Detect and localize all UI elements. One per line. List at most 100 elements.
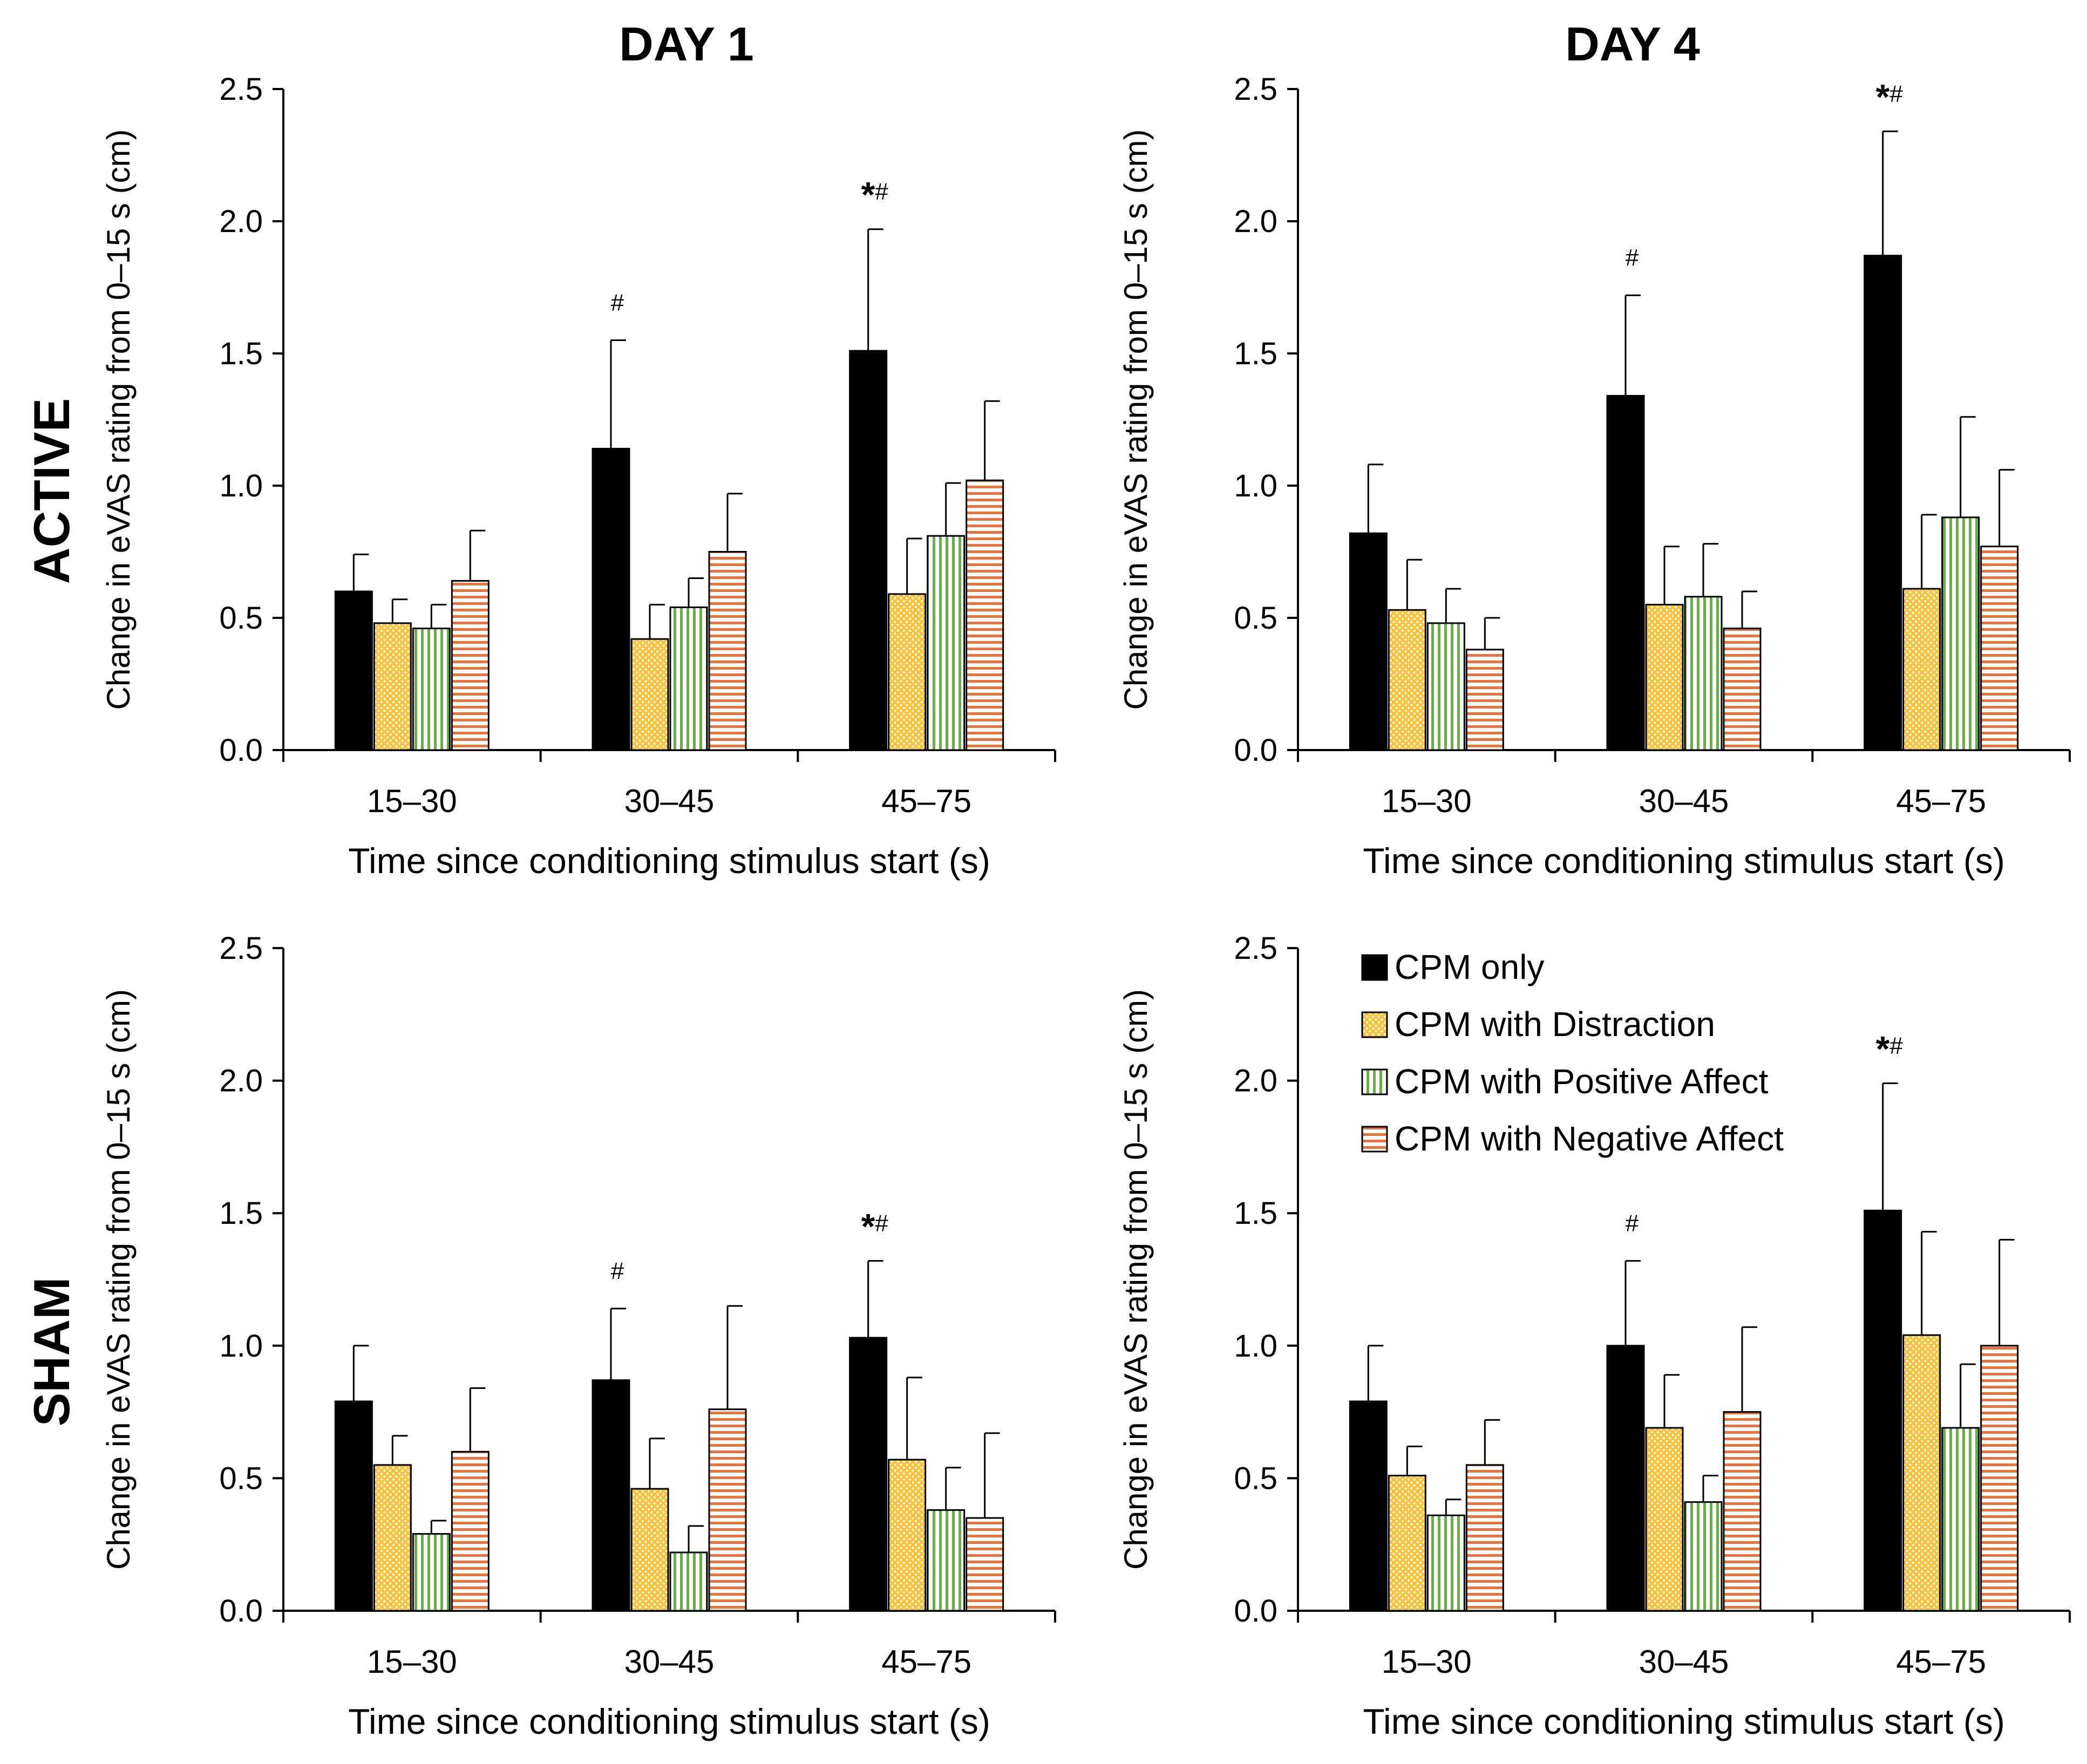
bar-positive-affect: [927, 1509, 966, 1612]
y-tick-label: 1.0: [219, 1329, 263, 1364]
bar-cpm-only: [849, 350, 888, 751]
row-title-active: ACTIVE: [23, 398, 80, 584]
x-tick-label: 45–75: [1896, 1644, 1986, 1680]
bar-cpm-only: [592, 1379, 630, 1612]
chart-sham-day4: 0.0 0.5 1.0 1.5 2.0 2.5 15–30 30–45 45–75 Time si…: [1118, 931, 2071, 1741]
significance-marker: #: [611, 1258, 624, 1284]
x-tick-label: 30–45: [1639, 783, 1729, 819]
x-tick-label: 30–45: [1639, 1644, 1729, 1680]
bar-positive-affect: [927, 535, 966, 751]
chart-sham-day1: 0.0 0.5 1.0 1.5 2.0 2.5 15–30 30–45 45–75 Time si…: [100, 931, 1056, 1741]
significance-marker: *#: [861, 175, 889, 215]
legend-label-distraction: CPM with Distraction: [1395, 1005, 1715, 1044]
bar-cpm-only: [334, 1400, 373, 1612]
bar-positive-affect: [1684, 596, 1723, 751]
bar-distraction: [1388, 609, 1426, 751]
bar-positive-affect: [669, 606, 708, 751]
y-tick-label: 1.5: [219, 336, 263, 371]
bar-cpm-only: [1349, 1400, 1388, 1612]
bar-distraction: [1388, 1474, 1426, 1612]
y-tick-label: 2.0: [1234, 204, 1277, 239]
legend-swatch-cpm-only: [1361, 954, 1388, 981]
column-title-day1: DAY 1: [619, 17, 754, 71]
bar-distraction: [373, 622, 412, 751]
x-tick-label: 30–45: [624, 783, 715, 819]
x-tick-label: 15–30: [367, 783, 457, 819]
y-tick-label: 0.0: [219, 733, 263, 768]
y-tick-label: 1.0: [219, 468, 263, 503]
bar-negative-affect: [1723, 628, 1762, 751]
significance-marker: #: [1626, 1210, 1639, 1237]
x-tick-label: 15–30: [1382, 783, 1472, 819]
row-title-sham: SHAM: [23, 1277, 80, 1427]
legend-label-negative-affect: CPM with Negative Affect: [1395, 1119, 1784, 1158]
y-tick-label: 0.5: [1234, 601, 1277, 636]
y-tick-label: 0.5: [1234, 1461, 1277, 1496]
bar-cpm-only: [1606, 1345, 1645, 1612]
significance-marker: *#: [1876, 1029, 1904, 1069]
y-axis-title: Change in eVAS rating from 0–15 s (cm): [100, 989, 137, 1570]
y-tick-label: 0.0: [1234, 733, 1277, 768]
bar-negative-affect: [708, 551, 747, 751]
bar-positive-affect: [1426, 622, 1465, 751]
y-tick-label: 2.5: [1234, 72, 1277, 107]
bar-distraction: [373, 1464, 412, 1612]
bar-distraction: [888, 1459, 927, 1612]
bar-negative-affect: [1465, 649, 1504, 751]
legend-label-positive-affect: CPM with Positive Affect: [1395, 1062, 1769, 1101]
y-axis-title: Change in eVAS rating from 0–15 s (cm): [100, 129, 137, 710]
bar-positive-affect: [1684, 1501, 1723, 1612]
y-tick-label: 1.5: [1234, 1196, 1277, 1231]
y-tick-label: 0.5: [219, 601, 263, 636]
bar-negative-affect: [1980, 546, 2019, 751]
bar-negative-affect: [1465, 1464, 1504, 1612]
y-tick-label: 1.5: [219, 1196, 263, 1231]
y-tick-label: 2.5: [219, 72, 263, 107]
y-tick-label: 0.5: [219, 1461, 263, 1496]
x-tick-label: 30–45: [624, 1644, 715, 1680]
bar-positive-affect: [1941, 1427, 1980, 1612]
legend: CPM only CPM with Distraction CPM with P…: [1361, 948, 1784, 1158]
x-axis-title: Time since conditioning stimulus start (…: [1363, 1701, 2005, 1741]
bar-cpm-only: [592, 447, 630, 751]
x-tick-label: 45–75: [881, 1644, 971, 1680]
bar-cpm-only: [334, 590, 373, 751]
chart-active-day1: 0.0 0.5 1.0 1.5 2.0 2.5 15–30 30–45 45–75 Time si…: [100, 72, 1056, 881]
bar-distraction: [1645, 604, 1684, 751]
bar-distraction: [630, 638, 669, 751]
legend-swatch-positive-affect: [1361, 1068, 1388, 1095]
y-tick-label: 2.0: [219, 1064, 263, 1099]
bar-negative-affect: [966, 1517, 1004, 1612]
bar-distraction: [888, 593, 927, 751]
y-tick-label: 2.0: [219, 204, 263, 239]
bar-cpm-only: [1606, 394, 1645, 751]
bar-negative-affect: [1723, 1411, 1762, 1612]
y-axis-title: Change in eVAS rating from 0–15 s (cm): [1118, 129, 1154, 710]
y-tick-label: 0.0: [1234, 1593, 1277, 1629]
y-axis-title: Change in eVAS rating from 0–15 s (cm): [1118, 989, 1154, 1570]
y-tick-label: 2.5: [1234, 931, 1277, 966]
bar-cpm-only: [1864, 1209, 1902, 1612]
y-tick-label: 1.5: [1234, 336, 1277, 371]
y-tick-label: 1.0: [1234, 1329, 1277, 1364]
y-tick-label: 2.5: [219, 931, 263, 966]
bar-distraction: [1645, 1427, 1684, 1612]
significance-marker: #: [1626, 244, 1639, 271]
bar-distraction: [1902, 1334, 1941, 1612]
bar-negative-affect: [708, 1408, 747, 1612]
x-axis-title: Time since conditioning stimulus start (…: [348, 1701, 990, 1741]
x-axis-title: Time since conditioning stimulus start (…: [348, 841, 990, 881]
bar-distraction: [630, 1488, 669, 1612]
y-tick-label: 0.0: [219, 1593, 263, 1629]
legend-swatch-negative-affect: [1361, 1126, 1388, 1153]
bar-distraction: [1902, 588, 1941, 751]
bar-positive-affect: [412, 1533, 451, 1612]
x-tick-label: 15–30: [1382, 1644, 1472, 1680]
bar-negative-affect: [451, 580, 490, 751]
bar-positive-affect: [1426, 1514, 1465, 1612]
bar-cpm-only: [1864, 255, 1902, 751]
bar-positive-affect: [669, 1551, 708, 1612]
x-tick-label: 15–30: [367, 1644, 457, 1680]
x-tick-label: 45–75: [881, 783, 971, 819]
bar-positive-affect: [412, 628, 451, 751]
